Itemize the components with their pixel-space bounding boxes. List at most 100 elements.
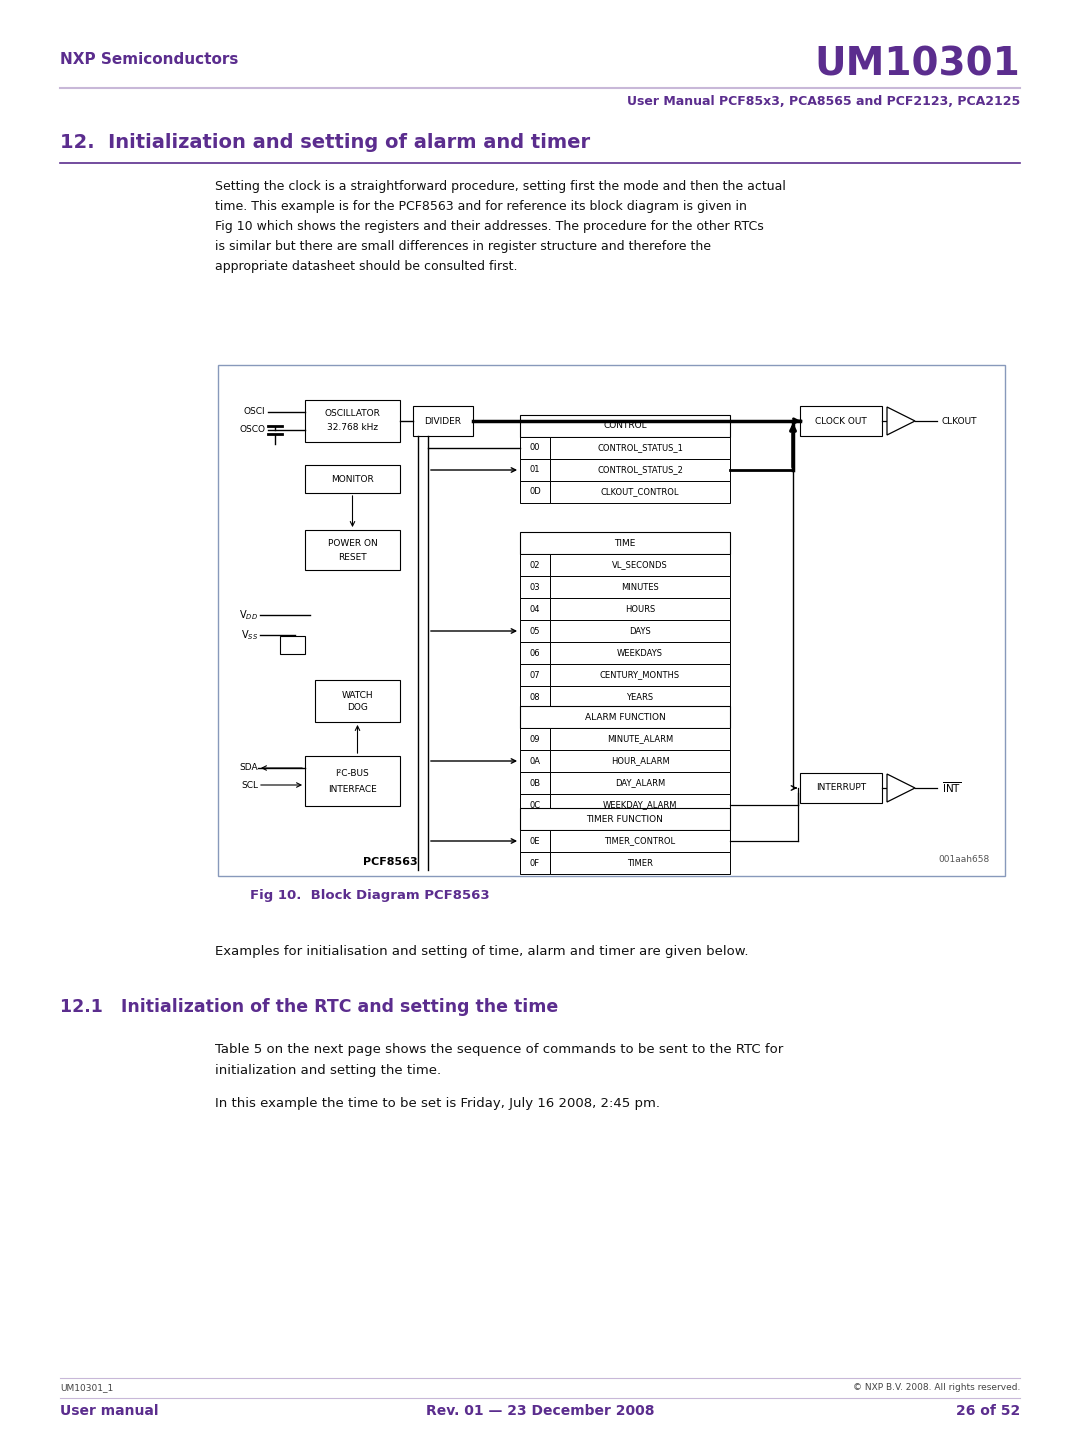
Text: 0E: 0E <box>530 836 540 846</box>
Text: 09: 09 <box>530 734 540 744</box>
Bar <box>305 530 400 570</box>
Text: 01: 01 <box>530 465 540 475</box>
Bar <box>519 459 550 481</box>
Polygon shape <box>887 774 915 802</box>
Text: TIME: TIME <box>615 538 636 547</box>
Bar <box>519 532 730 554</box>
Text: MONITOR: MONITOR <box>332 475 374 484</box>
Text: 12.1   Initialization of the RTC and setting the time: 12.1 Initialization of the RTC and setti… <box>60 999 558 1016</box>
Text: SCL: SCL <box>241 780 258 790</box>
Text: CLKOUT_CONTROL: CLKOUT_CONTROL <box>600 488 679 496</box>
Text: 03: 03 <box>529 583 540 591</box>
Bar <box>519 707 730 728</box>
Bar <box>550 481 730 504</box>
Text: I²C-BUS: I²C-BUS <box>336 770 369 778</box>
Text: TIMER FUNCTION: TIMER FUNCTION <box>586 814 663 823</box>
Bar <box>800 773 882 803</box>
Text: DIVIDER: DIVIDER <box>424 416 461 426</box>
Text: Examples for initialisation and setting of time, alarm and timer are given below: Examples for initialisation and setting … <box>215 945 748 958</box>
Text: 26 of 52: 26 of 52 <box>956 1404 1020 1417</box>
Text: $\overline{\mathrm{INT}}$: $\overline{\mathrm{INT}}$ <box>942 780 961 796</box>
Text: MINUTES: MINUTES <box>621 583 659 591</box>
Text: CONTROL_STATUS_1: CONTROL_STATUS_1 <box>597 443 683 452</box>
Bar <box>550 620 730 642</box>
Polygon shape <box>887 407 915 435</box>
Bar <box>413 406 473 436</box>
Bar <box>519 554 550 576</box>
Text: 00: 00 <box>530 443 540 452</box>
Text: RESET: RESET <box>338 554 367 563</box>
Text: time. This example is for the PCF8563 and for reference its block diagram is giv: time. This example is for the PCF8563 an… <box>215 200 747 213</box>
Text: 04: 04 <box>530 604 540 613</box>
Text: TIMER: TIMER <box>627 859 653 868</box>
Text: Fig 10.  Block Diagram PCF8563: Fig 10. Block Diagram PCF8563 <box>249 888 489 901</box>
Text: 0A: 0A <box>529 757 540 766</box>
Bar <box>305 465 400 494</box>
Bar <box>550 437 730 459</box>
Text: POWER ON: POWER ON <box>327 540 377 548</box>
Bar <box>519 794 550 816</box>
Text: VL_SECONDS: VL_SECONDS <box>612 561 667 570</box>
Text: DAY_ALARM: DAY_ALARM <box>615 778 665 787</box>
Text: 0F: 0F <box>530 859 540 868</box>
Text: DAYS: DAYS <box>630 626 651 636</box>
Bar <box>519 686 550 708</box>
Text: 001aah658: 001aah658 <box>939 856 990 865</box>
Bar <box>550 771 730 794</box>
Bar <box>280 636 305 653</box>
Text: User manual: User manual <box>60 1404 159 1417</box>
Text: PCF8563: PCF8563 <box>363 858 417 868</box>
Bar <box>550 576 730 599</box>
Bar <box>550 728 730 750</box>
Bar <box>305 400 400 442</box>
Bar <box>519 481 550 504</box>
Bar <box>550 599 730 620</box>
Text: initialization and setting the time.: initialization and setting the time. <box>215 1063 441 1076</box>
Bar <box>550 642 730 663</box>
Text: 07: 07 <box>529 671 540 679</box>
Bar <box>519 728 550 750</box>
Bar <box>519 642 550 663</box>
Bar <box>519 750 550 771</box>
Text: V$_{SS}$: V$_{SS}$ <box>241 627 258 642</box>
Text: TIMER_CONTROL: TIMER_CONTROL <box>605 836 676 846</box>
Text: WATCH: WATCH <box>341 691 374 699</box>
Text: YEARS: YEARS <box>626 692 653 701</box>
Text: UM10301_1: UM10301_1 <box>60 1383 113 1392</box>
Text: OSCO: OSCO <box>239 426 265 435</box>
Text: User Manual PCF85x3, PCA8565 and PCF2123, PCA2125: User Manual PCF85x3, PCA8565 and PCF2123… <box>626 95 1020 108</box>
Bar <box>519 771 550 794</box>
Text: DOG: DOG <box>347 704 368 712</box>
Bar <box>519 599 550 620</box>
Bar <box>519 576 550 599</box>
Bar <box>550 663 730 686</box>
Bar <box>519 852 550 873</box>
Text: CLKOUT: CLKOUT <box>942 416 977 426</box>
Text: CLOCK OUT: CLOCK OUT <box>815 416 867 426</box>
Bar <box>315 681 400 722</box>
Bar <box>550 554 730 576</box>
Text: © NXP B.V. 2008. All rights reserved.: © NXP B.V. 2008. All rights reserved. <box>852 1383 1020 1392</box>
Text: INTERRUPT: INTERRUPT <box>815 783 866 793</box>
Text: 32.768 kHz: 32.768 kHz <box>327 423 378 433</box>
Bar <box>519 830 550 852</box>
Bar <box>305 755 400 806</box>
Text: CONTROL: CONTROL <box>604 422 647 430</box>
Text: 08: 08 <box>529 692 540 701</box>
Bar <box>519 620 550 642</box>
Bar <box>218 366 1005 876</box>
Text: appropriate datasheet should be consulted first.: appropriate datasheet should be consulte… <box>215 260 517 273</box>
Text: 06: 06 <box>529 649 540 658</box>
Text: 0D: 0D <box>529 488 541 496</box>
Text: Rev. 01 — 23 December 2008: Rev. 01 — 23 December 2008 <box>426 1404 654 1417</box>
Bar <box>519 414 730 437</box>
Bar <box>519 437 550 459</box>
Text: Table 5 on the next page shows the sequence of commands to be sent to the RTC fo: Table 5 on the next page shows the seque… <box>215 1043 783 1056</box>
Text: UM10301: UM10301 <box>814 45 1020 83</box>
Bar <box>550 852 730 873</box>
Bar <box>519 663 550 686</box>
Text: OSCILLATOR: OSCILLATOR <box>325 410 380 419</box>
Bar <box>550 750 730 771</box>
Text: 02: 02 <box>530 561 540 570</box>
Text: CENTURY_MONTHS: CENTURY_MONTHS <box>599 671 680 679</box>
